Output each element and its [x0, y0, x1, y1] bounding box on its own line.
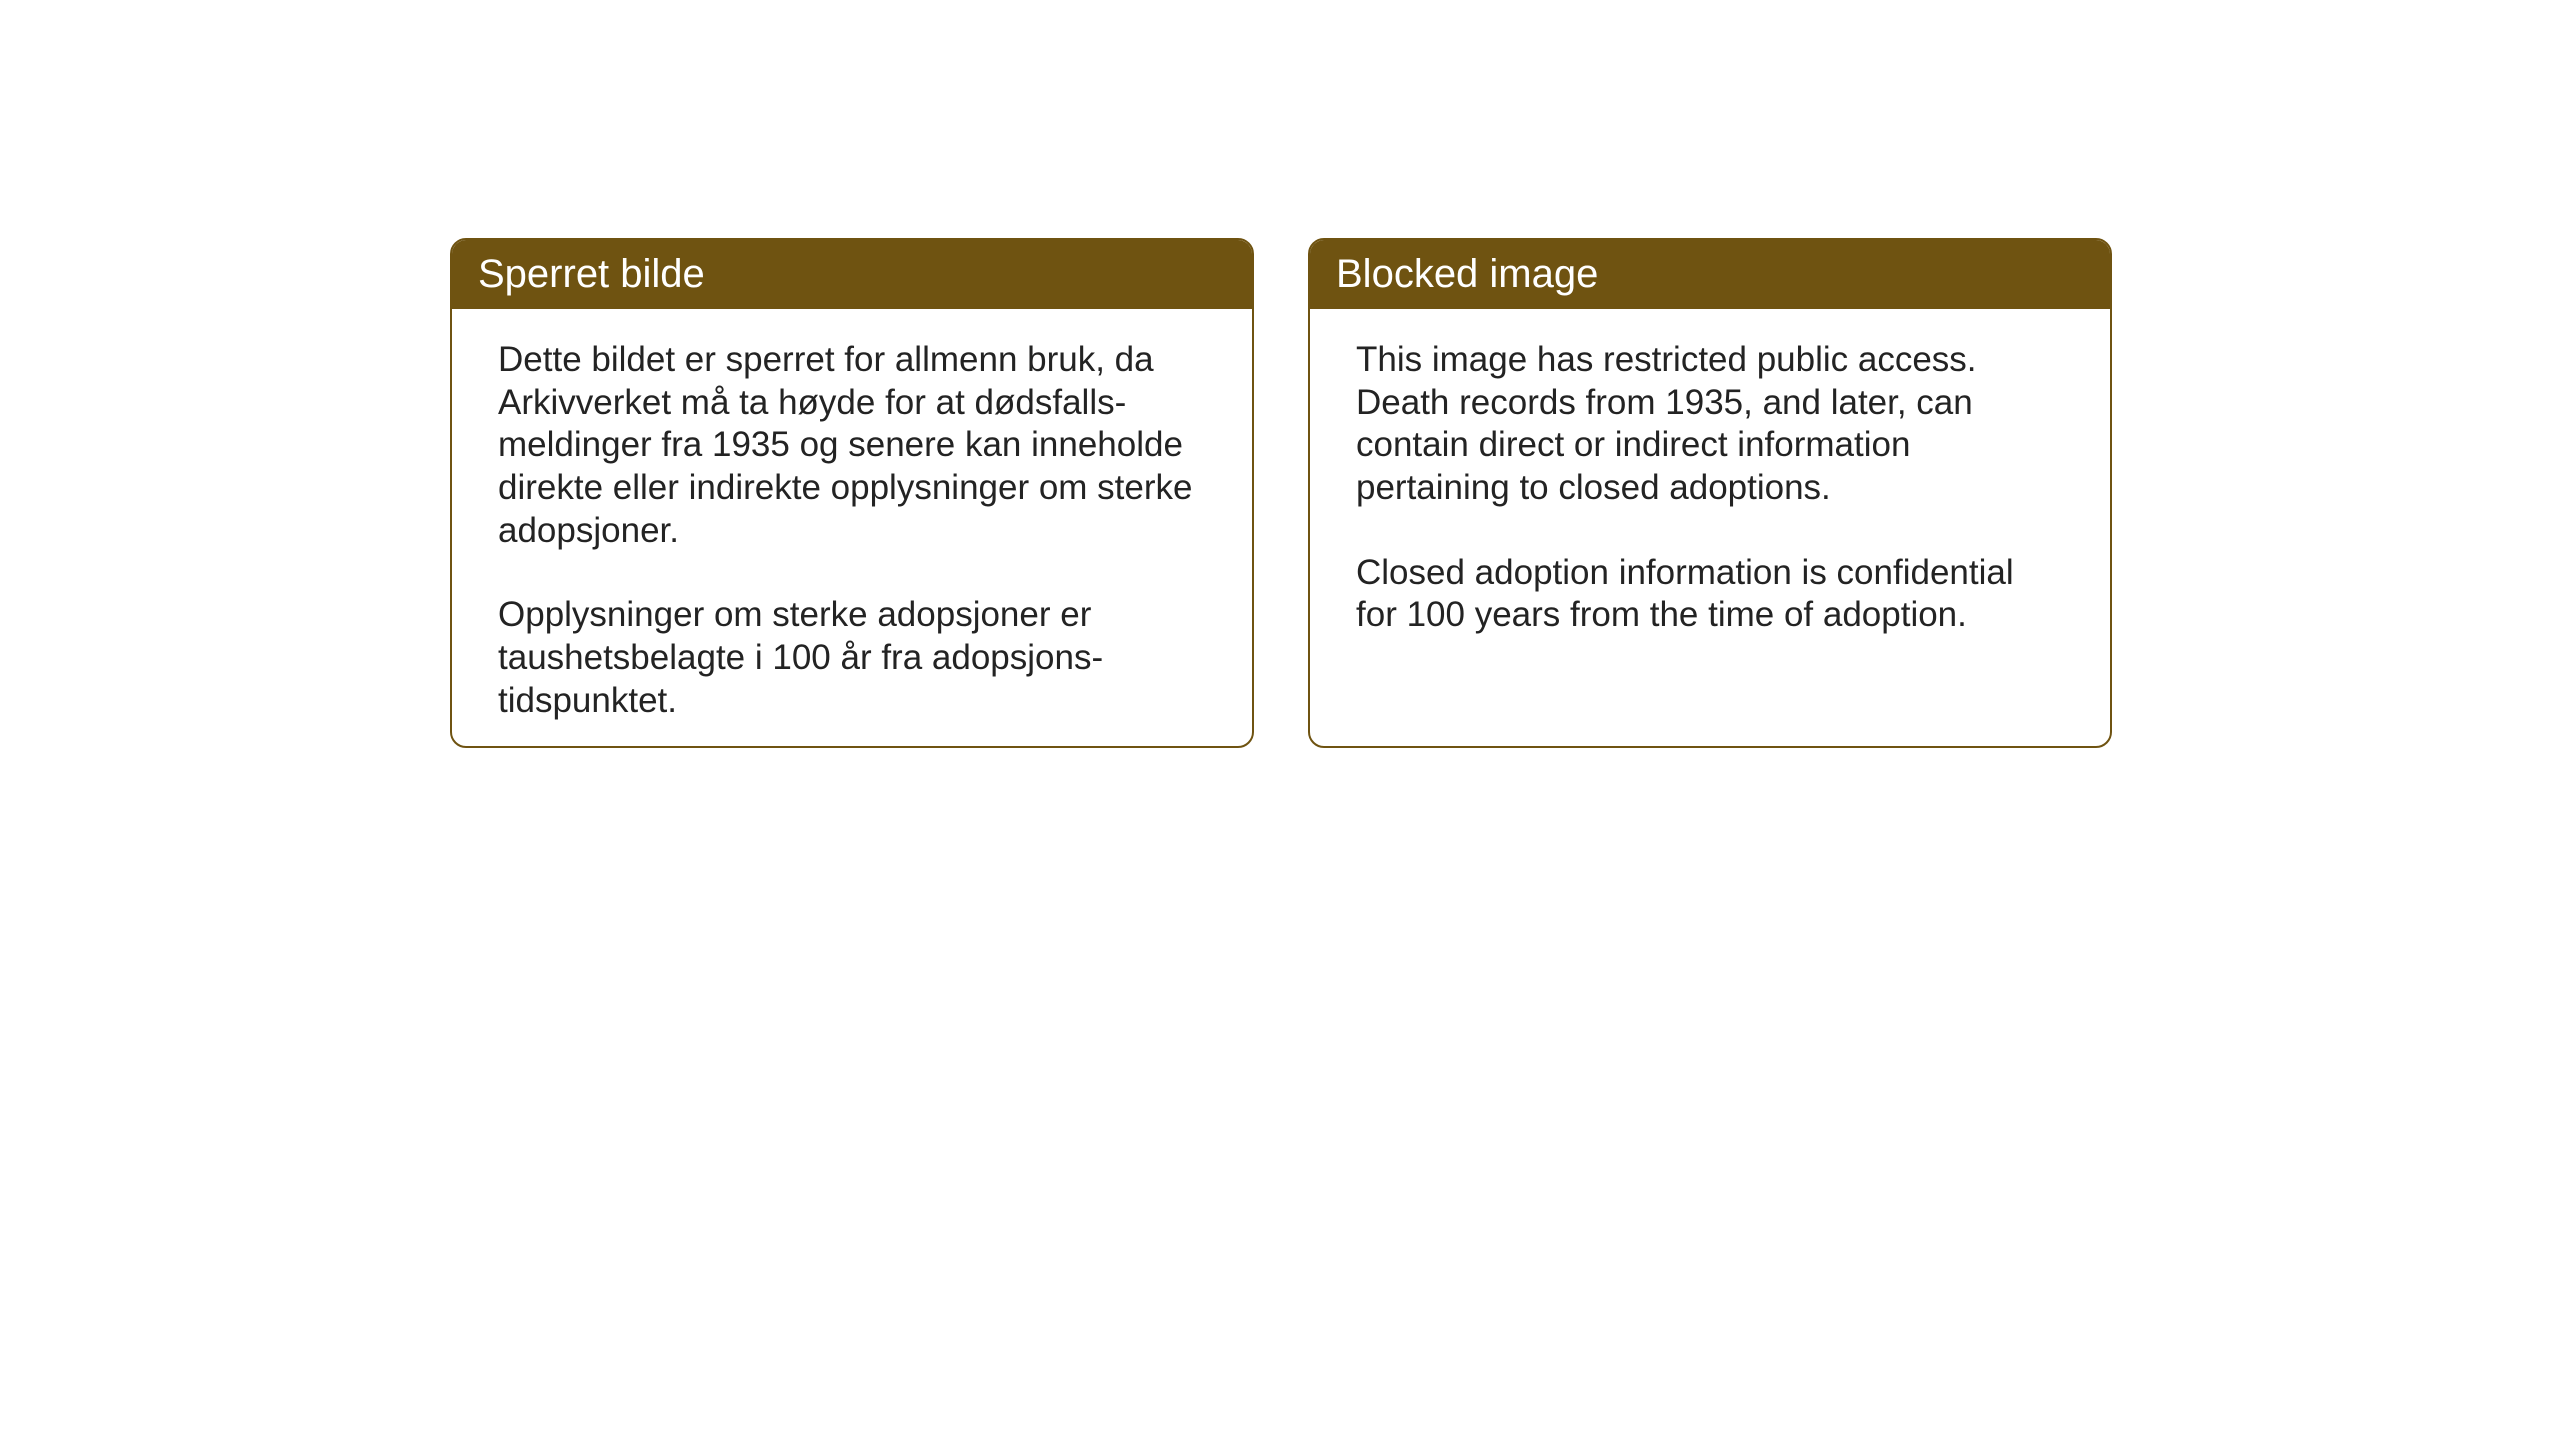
notice-paragraph-2-english: Closed adoption information is confident…	[1356, 552, 2064, 637]
notice-paragraph-1-norwegian: Dette bildet er sperret for allmenn bruk…	[498, 339, 1206, 552]
card-body-english: This image has restricted public access.…	[1310, 309, 2110, 681]
notice-paragraph-2-norwegian: Opplysninger om sterke adopsjoner er tau…	[498, 594, 1206, 722]
card-header-norwegian: Sperret bilde	[452, 240, 1252, 309]
card-body-norwegian: Dette bildet er sperret for allmenn bruk…	[452, 309, 1252, 748]
notice-card-norwegian: Sperret bilde Dette bildet er sperret fo…	[450, 238, 1254, 748]
notice-container: Sperret bilde Dette bildet er sperret fo…	[450, 238, 2112, 748]
notice-paragraph-1-english: This image has restricted public access.…	[1356, 339, 2064, 510]
card-header-english: Blocked image	[1310, 240, 2110, 309]
notice-card-english: Blocked image This image has restricted …	[1308, 238, 2112, 748]
